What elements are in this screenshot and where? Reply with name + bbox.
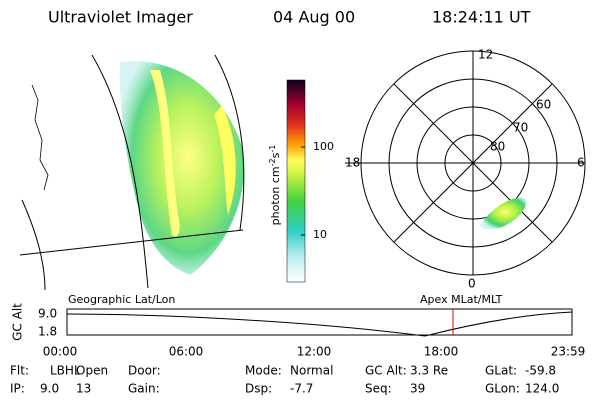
footer-value: 124.0: [525, 382, 559, 396]
footer-label: Gain:: [128, 382, 160, 396]
footer-label: Door:: [128, 364, 161, 378]
footer-value: Open: [76, 364, 108, 378]
altitude-label: GC Alt: [11, 303, 25, 341]
altitude-tick-label: 9.0: [38, 307, 57, 321]
footer-value: 9.0: [40, 382, 59, 396]
polar-grid: [345, 50, 586, 276]
title: Ultraviolet Imager: [48, 8, 193, 27]
footer-label: GLon:: [485, 382, 520, 396]
colorbar-tick-label: 100: [313, 140, 334, 153]
time: 18:24:11 UT: [432, 8, 531, 27]
mlt-label: 6: [577, 156, 585, 170]
footer-value: LBHL: [50, 364, 81, 378]
lat-label: 60: [536, 98, 551, 112]
colorbar-label: photon cm-2s-1: [268, 145, 283, 226]
footer-value: -7.7: [290, 382, 313, 396]
footer-value: 13: [76, 382, 91, 396]
polar-aurora: [480, 197, 526, 230]
panel-label: Geographic Lat/Lon: [68, 293, 175, 306]
altitude-curve: [66, 311, 573, 337]
mlt-label: 12: [478, 48, 493, 62]
footer-label: IP:: [10, 382, 25, 396]
footer-label: Mode:: [245, 364, 282, 378]
footer-label: GC Alt:: [365, 364, 407, 378]
date: 04 Aug 00: [273, 8, 355, 27]
time-tick-label: 18:00: [424, 345, 459, 359]
mlt-label: 0: [468, 277, 476, 291]
altitude-strip: [66, 308, 573, 336]
time-tick-label: 00:00: [43, 345, 78, 359]
colorbar-tick-label: 10: [313, 228, 327, 241]
colorbar: [286, 79, 306, 283]
footer-label: Flt:: [10, 364, 29, 378]
time-tick-label: 06:00: [169, 345, 204, 359]
footer-value: -59.8: [525, 364, 556, 378]
geographic-image: [19, 54, 245, 291]
footer: Flt: LBHL Door: Open Mode: Normal GC Alt: 3.3 R…: [10, 364, 559, 396]
time-tick-label: 23:59: [551, 345, 586, 359]
mlt-label: 18: [345, 156, 360, 170]
lat-label: 80: [490, 140, 505, 154]
footer-label: Seq:: [365, 382, 392, 396]
footer-value: 39: [410, 382, 425, 396]
footer-label: GLat:: [485, 364, 517, 378]
altitude-tick-label: 1.8: [38, 325, 57, 339]
footer-value: 3.3 Re: [410, 364, 448, 378]
lat-label: 70: [513, 121, 528, 135]
footer-value: Normal: [290, 364, 333, 378]
footer-label: Dsp:: [245, 382, 272, 396]
panel-label: Apex MLat/MLT: [420, 293, 503, 306]
time-tick-label: 12:00: [297, 345, 332, 359]
